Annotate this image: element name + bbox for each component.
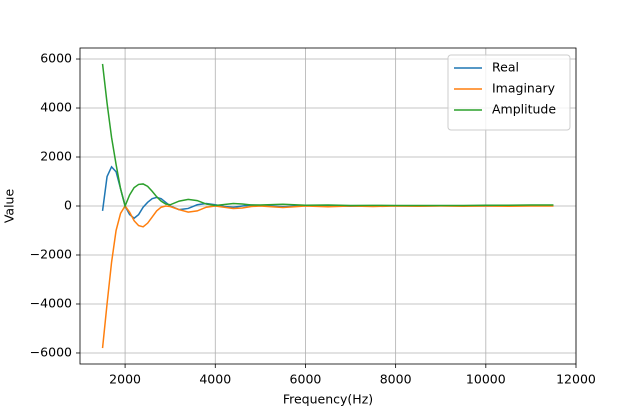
y-tick-label: 4000 bbox=[40, 100, 72, 115]
y-axis-label: Value bbox=[2, 189, 17, 224]
legend-label: Real bbox=[492, 60, 519, 75]
legend-label: Amplitude bbox=[492, 102, 556, 117]
y-tick-label: 6000 bbox=[40, 51, 72, 66]
series-line bbox=[101, 63, 554, 209]
x-tick-label: 2000 bbox=[109, 372, 141, 387]
y-tick-label: −4000 bbox=[30, 295, 72, 310]
y-tick-label: −6000 bbox=[30, 344, 72, 359]
y-tick-label: 2000 bbox=[40, 149, 72, 164]
x-tick-label: 12000 bbox=[556, 372, 596, 387]
plot-frame bbox=[79, 47, 577, 365]
x-tick-label: 8000 bbox=[380, 372, 412, 387]
legend-label: Imaginary bbox=[492, 81, 556, 96]
x-tick-label: 10000 bbox=[466, 372, 506, 387]
y-tick-label: 0 bbox=[64, 198, 72, 213]
x-tick-label: 6000 bbox=[290, 372, 322, 387]
x-tick-label: 4000 bbox=[199, 372, 231, 387]
legend-box bbox=[447, 54, 571, 131]
x-axis-label: Frequency(Hz) bbox=[283, 392, 373, 407]
y-tick-label: −2000 bbox=[30, 246, 72, 261]
